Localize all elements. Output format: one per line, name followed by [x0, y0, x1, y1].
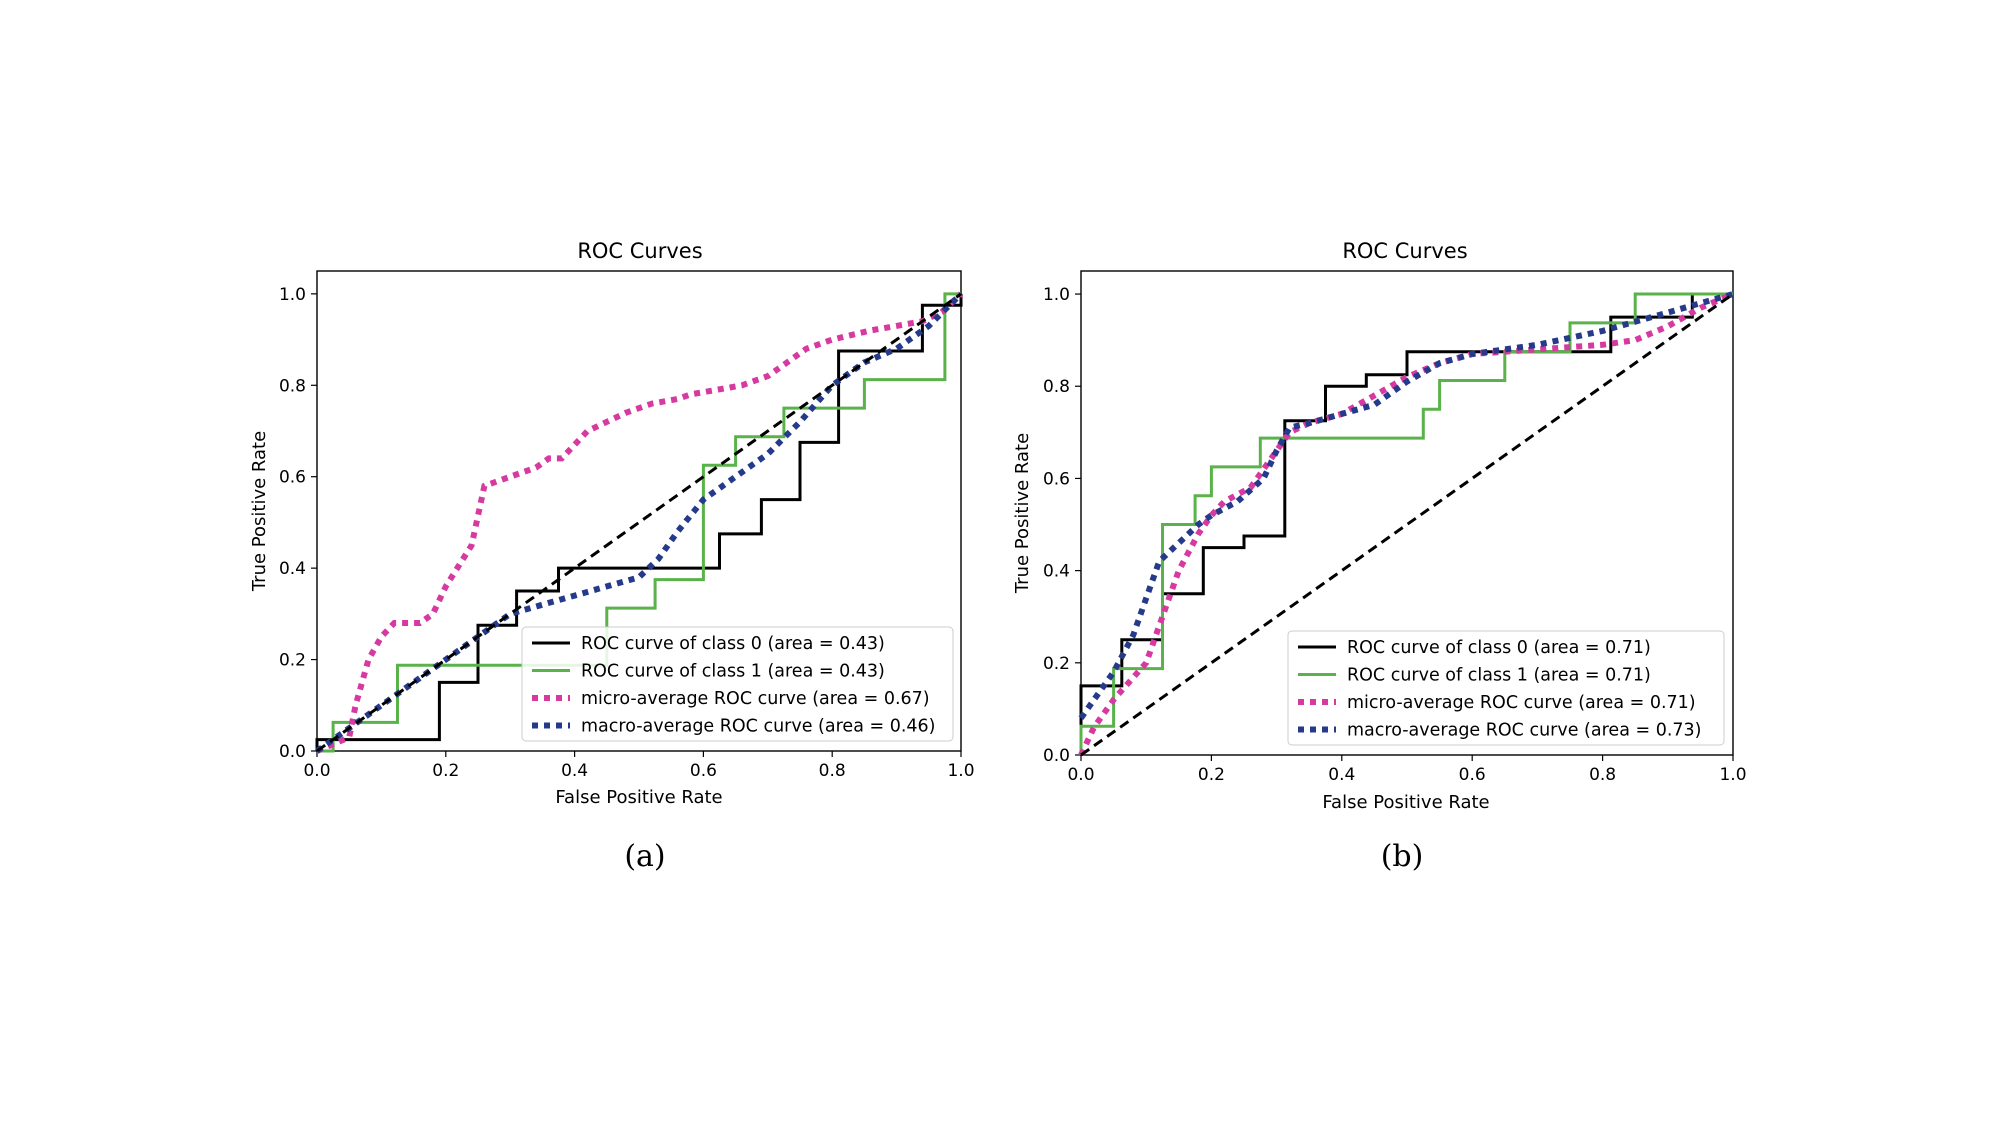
chance-line — [316, 292, 962, 753]
x-tick-label: 0.2 — [1198, 765, 1225, 785]
y-tick-label: 0.6 — [1043, 469, 1070, 489]
x-tick-label: 0.2 — [432, 761, 459, 781]
chart-title: ROC Curves — [577, 239, 702, 263]
y-tick-label: 0.0 — [1043, 746, 1070, 766]
x-tick-label: 0.8 — [1589, 765, 1616, 785]
legend-entry: macro-average ROC curve (area = 0.73) — [1347, 721, 1702, 741]
y-tick-label: 0.6 — [279, 468, 306, 488]
x-tick-label: 1.0 — [1719, 765, 1746, 785]
x-axis-label: False Positive Rate — [555, 787, 722, 808]
chance-line — [1080, 292, 1734, 757]
plot-frame — [316, 270, 962, 752]
roc-curves — [1078, 291, 1735, 757]
plot-frame — [1080, 270, 1734, 756]
axis-ticks: 0.0 0.2 0.4 0.6 0.8 1.0 0.0 0.2 0.4 0.6 0.8 1.0 — [1043, 285, 1747, 785]
y-axis-label: True Positive Rate — [1012, 433, 1033, 594]
panel-caption: (b) — [1381, 839, 1424, 874]
x-axis-label: False Positive Rate — [1322, 792, 1489, 813]
y-tick-label: 0.8 — [279, 376, 306, 396]
x-tick-label: 0.6 — [1459, 765, 1486, 785]
chart-title: ROC Curves — [1342, 239, 1467, 263]
roc-series-line — [317, 292, 961, 753]
panel-b: ROC Curves 0.0 0.2 0.4 0.6 0.8 1.00.00.20.40.… — [1012, 239, 1747, 874]
legend-entry: ROC curve of class 0 (area = 0.43) — [581, 634, 885, 654]
x-tick-label: 0.6 — [690, 761, 717, 781]
legend: ROC curve of class 0 (area = 0.43) ROC cu… — [521, 626, 954, 742]
y-tick-label: 0.4 — [1043, 562, 1070, 582]
roc-series-line — [1079, 292, 1733, 755]
roc-series-line — [315, 291, 964, 754]
legend: ROC curve of class 0 (area = 0.71) ROC cu… — [1287, 630, 1725, 746]
x-tick-label: 1.0 — [947, 761, 974, 781]
legend-entry: micro-average ROC curve (area = 0.71) — [1347, 693, 1696, 713]
legend-box — [1287, 630, 1725, 746]
legend-box — [521, 626, 954, 742]
y-tick-label: 1.0 — [1043, 285, 1070, 305]
roc-series-line — [1078, 291, 1735, 757]
roc-series-line — [315, 291, 964, 754]
y-tick-label: 0.2 — [279, 651, 306, 671]
roc-series-line — [1079, 292, 1733, 755]
roc-series-line — [1078, 291, 1734, 720]
legend-entry: micro-average ROC curve (area = 0.67) — [581, 689, 930, 709]
axis-ticks: 0.0 0.2 0.4 0.6 0.8 1.0 0.0 0.2 0.4 0.6 0.8 1.0 — [279, 285, 975, 781]
y-tick-label: 0.4 — [279, 559, 306, 579]
panel-a: ROC Curves 0.0 0.2 0.4 0.6 0.8 1.00.00.20.40.… — [249, 239, 975, 874]
y-axis-label: True Positive Rate — [249, 431, 270, 592]
x-tick-label: 0.4 — [1328, 765, 1355, 785]
y-tick-label: 0.2 — [1043, 654, 1070, 674]
x-tick-label: 0.4 — [561, 761, 588, 781]
roc-curves — [315, 291, 964, 754]
y-tick-label: 0.0 — [279, 742, 306, 762]
legend-entry: macro-average ROC curve (area = 0.46) — [581, 717, 936, 737]
y-tick-label: 0.8 — [1043, 377, 1070, 397]
y-tick-label: 1.0 — [279, 285, 306, 305]
x-tick-label: 0.8 — [819, 761, 846, 781]
x-tick-label: 0.0 — [1067, 765, 1094, 785]
x-tick-label: 0.0 — [303, 761, 330, 781]
legend-entry: ROC curve of class 0 (area = 0.71) — [1347, 638, 1651, 658]
legend-entry: ROC curve of class 1 (area = 0.43) — [581, 662, 885, 682]
legend-entry: ROC curve of class 1 (area = 0.71) — [1347, 666, 1651, 686]
panel-caption: (a) — [624, 839, 665, 874]
